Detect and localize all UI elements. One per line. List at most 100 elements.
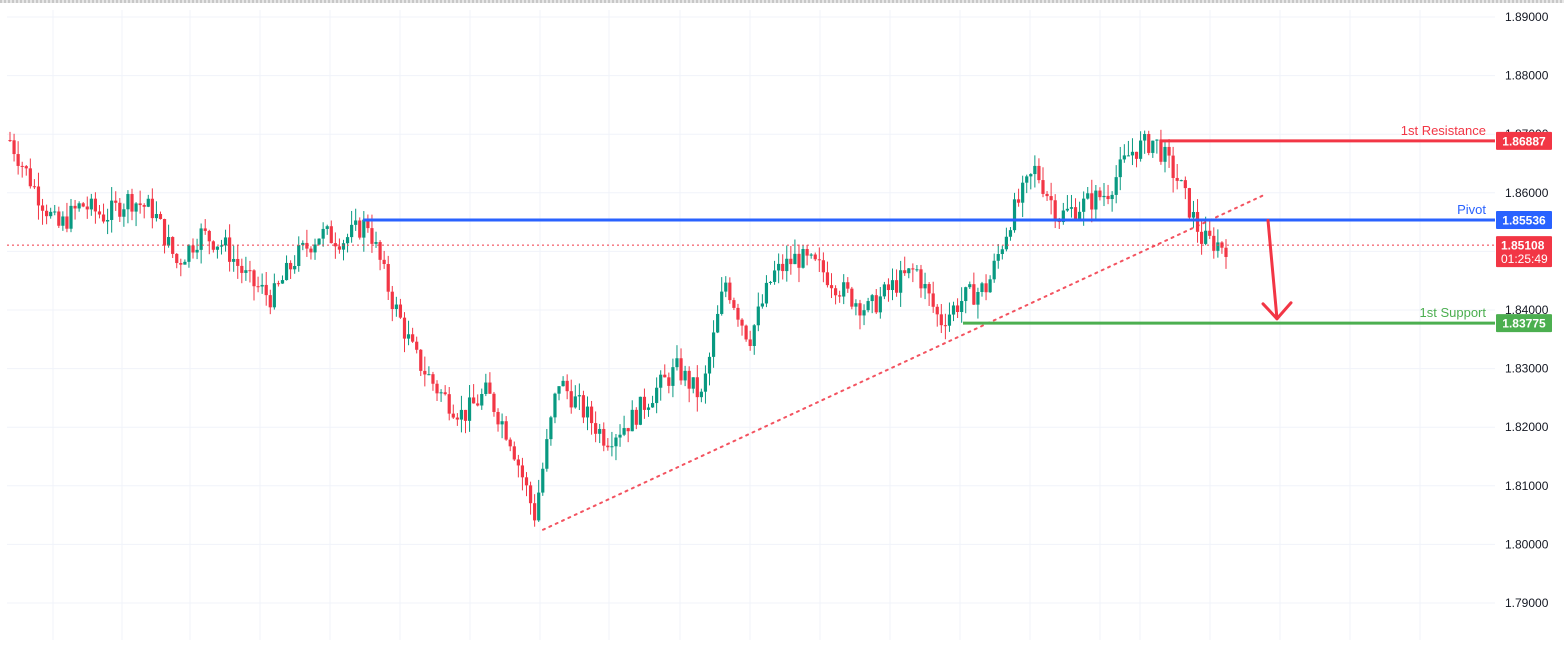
candle-body [219,245,224,247]
candle-body [618,434,622,438]
candle-body [992,260,996,280]
candle-body [126,194,130,210]
candle-body [955,305,960,312]
candle-body [284,262,289,281]
candle-body [1094,190,1098,210]
candle-body [846,282,850,289]
candle-body [150,198,154,219]
candle-body [492,393,496,412]
candle-body [1021,182,1025,203]
candle-body [195,249,199,253]
candle-body [45,210,49,217]
candle-body [687,370,691,389]
candle-body [415,341,419,350]
candle-body [703,373,708,392]
candle-body [309,248,313,253]
candle-body [431,374,435,384]
candle-body [325,226,329,229]
candle-body [980,283,984,293]
candle-body [833,288,838,296]
candle-body [931,293,935,307]
candle-body [781,263,785,272]
level-price-value: 1.85536 [1502,213,1546,227]
candle-body [903,270,907,274]
candle-body [443,392,447,395]
candle-body [923,284,927,289]
candle-body [53,211,57,213]
candle-body [838,295,842,297]
candle-body [679,358,683,381]
level-price-badge[interactable] [1496,210,1552,229]
candle-body [321,228,325,239]
candle-body [650,403,655,408]
candle-body [850,288,854,307]
candle-body [158,214,163,220]
candle-body [524,477,529,486]
candle-body [272,283,276,308]
price-tick-label: 1.89000 [1505,10,1549,24]
candle-body [472,397,476,404]
price-tick-label: 1.88000 [1505,69,1549,83]
candle-body [232,258,236,262]
candle-body [329,226,333,244]
candle-body [638,396,642,425]
candle-body [402,317,407,339]
candle-body [1069,207,1074,209]
candle-body [699,391,703,398]
candle-body [24,166,28,169]
candle-body [1179,180,1183,182]
level-label: 1st Support [1420,305,1487,320]
candle-body [943,325,947,327]
candle-body [858,303,862,316]
candle-body [1053,200,1057,221]
candle-body [862,310,866,316]
candle-body [553,393,557,418]
price-axis[interactable]: 1.890001.880001.870001.860001.850001.840… [1496,10,1552,610]
candle-body [61,216,65,226]
level-price-badge[interactable] [1496,131,1552,150]
candle-body [488,382,492,394]
candle-body [1012,199,1017,231]
candle-body [280,280,285,284]
level-price-badge[interactable] [1496,314,1552,333]
candle-body [248,270,252,272]
candle-body [545,439,549,469]
candle-body [581,395,586,418]
candle-body [520,465,525,478]
price-tick-label: 1.86000 [1505,186,1549,200]
candle-body [106,219,110,222]
candle-body [293,265,297,270]
candle-body [512,446,516,460]
candle-body [423,370,427,375]
candle-body [77,203,81,209]
candle-body [821,260,825,273]
candle-body [504,421,508,440]
candle-body [49,211,53,217]
candle-body [1110,194,1114,200]
candle-body [866,301,870,311]
candle-body [240,265,244,273]
candle-body [1212,235,1216,251]
candle-body [801,248,805,268]
candle-body [976,292,980,305]
candle-body [297,245,301,266]
candle-body [728,282,732,301]
candle-body [1130,151,1135,156]
candle-body [93,198,98,212]
candle-body [1098,190,1102,198]
current-price-value: 1.85108 [1501,239,1545,253]
candle-body [911,268,915,270]
candle-body [813,254,817,260]
candle-body [528,485,533,504]
candle-body [435,383,439,394]
current-price-badge[interactable] [1496,236,1552,268]
candle-body [585,406,590,418]
candle-body [964,287,968,302]
candle-body [760,303,764,307]
candle-body [256,286,260,288]
candle-body [569,391,573,408]
candle-body [228,237,232,262]
candle-body [768,281,773,283]
